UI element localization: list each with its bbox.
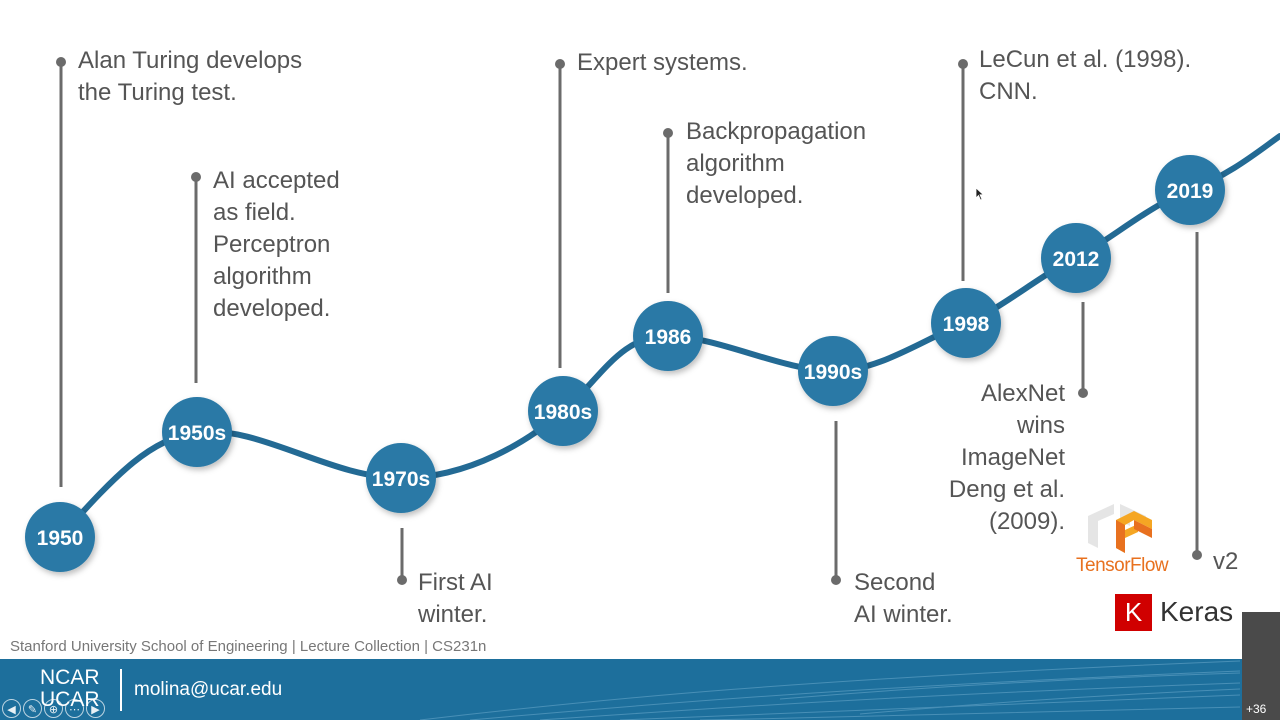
connector-ai-field <box>191 172 201 383</box>
node-2012: 2012 <box>1041 223 1111 293</box>
footer-credit: Stanford University School of Engineerin… <box>10 638 487 655</box>
node-1950s: 1950s <box>162 397 232 467</box>
connector-turing <box>56 57 66 487</box>
bottom-bar: NCAR UCAR molina@ucar.edu ◀ ✎ ⊕ ⋯ ▶ <box>0 659 1280 720</box>
connector-expert <box>555 59 565 368</box>
timeline-diagram: 1950 1950s 1970s 1980s 1986 1990s 1998 2… <box>25 57 1280 585</box>
node-1986: 1986 <box>633 301 703 371</box>
keras-wordmark: Keras <box>1160 596 1234 627</box>
node-label-1990s: 1990s <box>804 361 862 384</box>
prev-slide-icon[interactable]: ◀ <box>2 699 21 718</box>
annotation-ai-field: AI accepted as field. Perceptron algorit… <box>213 167 340 322</box>
node-1998: 1998 <box>931 288 1001 358</box>
mouse-cursor-icon <box>975 187 985 201</box>
node-label-1980s: 1980s <box>534 401 592 424</box>
bar-flowlines-decoration <box>419 660 1241 720</box>
node-label-1998: 1998 <box>943 313 990 336</box>
next-slide-icon[interactable]: ▶ <box>86 699 105 718</box>
annotation-v2: v2 <box>1213 548 1239 575</box>
slide-nav-controls: ◀ ✎ ⊕ ⋯ ▶ <box>2 699 105 718</box>
pen-tool-icon[interactable]: ✎ <box>23 699 42 718</box>
node-label-2019: 2019 <box>1167 180 1214 203</box>
connector-first-winter <box>397 528 407 585</box>
connector-v2 <box>1192 232 1202 560</box>
tensorflow-logo <box>1088 504 1152 553</box>
node-label-1950: 1950 <box>37 527 84 550</box>
annotation-backprop: Backpropagation algorithm developed. <box>686 118 867 209</box>
contact-email: molina@ucar.edu <box>134 679 283 700</box>
node-label-2012: 2012 <box>1053 248 1100 271</box>
node-1950: 1950 <box>25 502 95 572</box>
annotation-first-winter: First AI winter. <box>418 569 493 628</box>
connector-backprop <box>663 128 673 293</box>
connector-lecun <box>958 59 968 281</box>
node-1990s: 1990s <box>798 336 868 406</box>
annotation-turing: Alan Turing develops the Turing test. <box>78 47 303 106</box>
annotation-second-winter: Second AI winter. <box>854 569 953 628</box>
node-label-1950s: 1950s <box>168 422 226 445</box>
node-1980s: 1980s <box>528 376 598 446</box>
node-label-1970s: 1970s <box>372 468 430 491</box>
bar-separator <box>120 669 122 711</box>
annotation-expert-systems: Expert systems. <box>577 49 748 76</box>
node-2019: 2019 <box>1155 155 1225 225</box>
keras-logo-icon: K <box>1115 594 1152 631</box>
tensorflow-wordmark: TensorFlow <box>1076 555 1169 576</box>
connector-alexnet <box>1078 302 1088 398</box>
node-1970s: 1970s <box>366 443 436 513</box>
more-participants-count[interactable]: +36 <box>1246 702 1267 716</box>
ncar-text: NCAR <box>40 666 100 689</box>
zoom-icon[interactable]: ⊕ <box>44 699 63 718</box>
participants-panel[interactable] <box>1242 612 1280 720</box>
menu-icon[interactable]: ⋯ <box>65 699 84 718</box>
connector-second-winter <box>831 421 841 585</box>
node-label-1986: 1986 <box>645 326 692 349</box>
annotation-lecun: LeCun et al. (1998). CNN. <box>979 46 1192 105</box>
annotation-alexnet: AlexNet wins ImageNet Deng et al. (2009)… <box>948 380 1065 535</box>
